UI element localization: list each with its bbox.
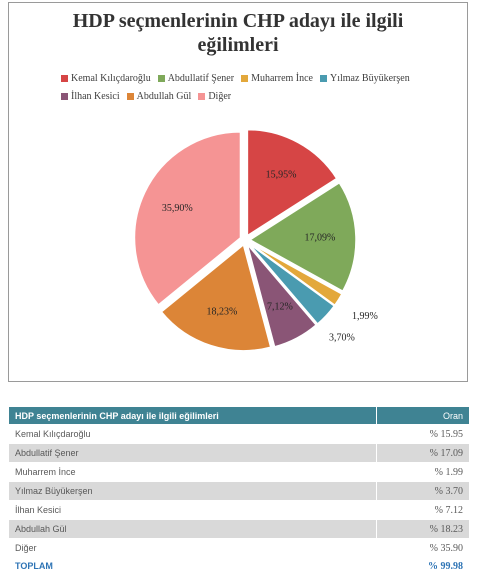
pie-slice-label: 17,09%	[305, 233, 336, 244]
table-cell-name: Yılmaz Büyükerşen	[8, 481, 377, 501]
table-cell-value: % 35.90	[376, 538, 470, 558]
table-total-value: % 99.98	[376, 557, 470, 575]
legend-swatch	[320, 74, 327, 82]
pie-slice	[133, 131, 242, 307]
legend-item: Diğer	[198, 91, 231, 102]
pie-chart: 15,95% 17,09% 1,99% 3,70% 7,12% 18,23% 35,90%	[133, 128, 378, 352]
pie-slice	[248, 242, 343, 307]
table-cell-name: Muharrem İnce	[8, 462, 377, 482]
legend-label: Muharrem İnce	[251, 72, 313, 84]
summary-table: HDP seçmenlerinin CHP adayı ile ilgili e…	[8, 406, 470, 575]
chart-title-line-2: eğilimleri	[197, 34, 279, 56]
pie-slice-label: 1,99%	[352, 311, 378, 322]
legend-row-2: İlhan Kesici Abdullah Gül Diğer	[61, 87, 451, 105]
pie-slice-label: 3,70%	[329, 332, 355, 343]
pie-slice-label: 35,90%	[162, 203, 193, 214]
legend-label: İlhan Kesici	[71, 90, 120, 102]
chart-legend: Kemal Kılıçdaroğlu Abdullatif Şener Muharr…	[61, 69, 451, 105]
legend-item: Muharrem İnce	[241, 73, 313, 84]
pie-slice	[160, 243, 272, 352]
pie-slice-label: 15,95%	[266, 169, 297, 180]
table-cell-name: Abdullah Gül	[8, 519, 377, 539]
table-row: Abdullatif Şener% 17.09	[8, 443, 470, 463]
pie-slice	[246, 128, 338, 237]
table-row: Muharrem İnce% 1.99	[8, 462, 470, 482]
table-cell-name: Diğer	[8, 538, 377, 558]
legend-item: Kemal Kılıçdaroğlu	[61, 73, 151, 84]
table-row: Kemal Kılıçdaroğlu% 15.95	[8, 424, 470, 444]
chart-container: HDP seçmenlerinin CHP adayı ile ilgili e…	[8, 2, 468, 382]
table-cell-name: İlhan Kesici	[8, 500, 377, 520]
table-cell-value: % 17.09	[376, 443, 470, 463]
legend-label: Abdullatif Şener	[167, 72, 235, 84]
table-total-row: TOPLAM% 99.98	[8, 557, 470, 575]
legend-swatch	[126, 92, 134, 100]
legend-item: Yılmaz Büyükerşen	[320, 73, 410, 84]
table-cell-value: % 18.23	[376, 519, 470, 539]
table-cell-value: % 7.12	[376, 500, 470, 520]
table-cell-value: % 3.70	[376, 481, 470, 501]
table-row: Abdullah Gül% 18.23	[8, 519, 470, 539]
legend-item: Abdullatif Şener	[157, 72, 235, 84]
legend-swatch	[198, 92, 206, 100]
legend-label: Yılmaz Büyükerşen	[330, 72, 410, 84]
table-cell-value: % 1.99	[376, 462, 470, 482]
table-body: Kemal Kılıçdaroğlu% 15.95 Abdullatif Şene…	[8, 424, 470, 575]
table-header-value: Oran	[376, 406, 470, 425]
table-cell-name: Kemal Kılıçdaroğlu	[8, 424, 377, 444]
table-cell-value: % 15.95	[376, 424, 470, 444]
pie-slice	[246, 243, 318, 348]
legend-label: Kemal Kılıçdaroğlu	[71, 72, 151, 84]
legend-item: Abdullah Gül	[126, 90, 192, 102]
table-header-title: HDP seçmenlerinin CHP adayı ile ilgili e…	[8, 406, 377, 425]
table-row: Yılmaz Büyükerşen% 3.70	[8, 481, 470, 501]
table-cell-name: Abdullatif Şener	[8, 443, 377, 463]
legend-row-1: Kemal Kılıçdaroğlu Abdullatif Şener Muharr…	[61, 69, 451, 87]
pie-slice-label: 18,23%	[207, 306, 238, 317]
legend-swatch	[61, 74, 68, 82]
legend-label: Diğer	[208, 90, 232, 102]
pie-slice	[248, 242, 336, 326]
legend-swatch	[241, 74, 249, 82]
table-total-label: TOPLAM	[8, 557, 377, 575]
legend-item: İlhan Kesici	[61, 91, 120, 102]
table-header-row: HDP seçmenlerinin CHP adayı ile ilgili e…	[8, 406, 470, 425]
chart-title-line-1: HDP seçmenlerinin CHP adayı ile ilgili	[72, 10, 404, 32]
table-row: Diğer% 35.90	[8, 538, 470, 558]
legend-label: Abdullah Gül	[136, 90, 192, 102]
pie-slice-label: 7,12%	[267, 301, 293, 312]
table-row: İlhan Kesici% 7.12	[8, 500, 470, 520]
legend-swatch	[61, 92, 68, 100]
chart-title: HDP seçmenlerinin CHP adayı ile ilgili e…	[9, 9, 467, 57]
pie-slice	[248, 181, 357, 293]
legend-swatch	[157, 74, 165, 82]
